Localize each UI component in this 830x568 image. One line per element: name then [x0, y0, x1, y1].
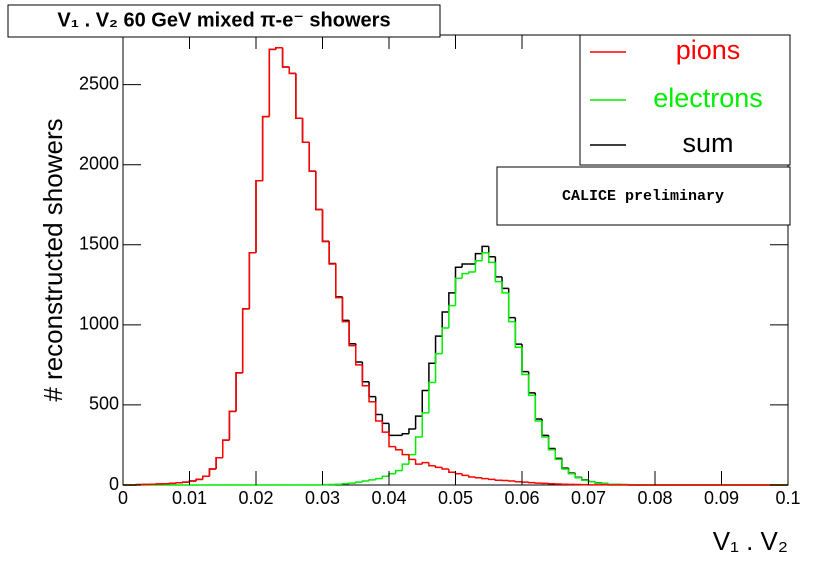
- histogram-bin: [489, 479, 496, 480]
- x-tick-label: 0.08: [637, 488, 672, 508]
- x-tick-label: 0.04: [371, 488, 406, 508]
- x-tick-label: 0.1: [775, 488, 800, 508]
- x-tick-label: 0.01: [172, 488, 207, 508]
- histogram-bin: [176, 483, 183, 484]
- x-tick-label: 0.09: [704, 488, 739, 508]
- y-tick-label: 0: [109, 474, 119, 494]
- y-tick-label: 2000: [79, 153, 119, 173]
- x-tick-label: 0.03: [305, 488, 340, 508]
- histogram-bin: [349, 483, 356, 484]
- histogram-bin: [482, 478, 489, 479]
- annotation: CALICE preliminary: [562, 188, 724, 205]
- y-tick-label: 1000: [79, 314, 119, 334]
- histogram-bin: [475, 477, 482, 478]
- y-tick-label: 1500: [79, 234, 119, 254]
- legend-label: pions: [676, 35, 741, 65]
- histogram-bin: [602, 483, 609, 484]
- x-tick-label: 0.02: [238, 488, 273, 508]
- x-tick-label: 0: [118, 488, 128, 508]
- legend-label: sum: [682, 128, 733, 158]
- y-tick-label: 2500: [79, 73, 119, 93]
- y-axis-label: # reconstructed showers: [38, 118, 68, 401]
- x-tick-label: 0.05: [438, 488, 473, 508]
- x-tick-label: 0.07: [571, 488, 606, 508]
- y-tick-label: 500: [89, 394, 119, 414]
- legend-label: electrons: [653, 83, 763, 113]
- x-tick-label: 0.06: [504, 488, 539, 508]
- chart-title: V₁ . V₂ 60 GeV mixed π-e⁻ showers: [57, 9, 390, 31]
- x-axis-label: V₁ . V₂: [713, 526, 788, 556]
- histogram-bin: [183, 482, 190, 483]
- histogram-bin: [515, 481, 522, 482]
- histogram-bin: [495, 479, 502, 480]
